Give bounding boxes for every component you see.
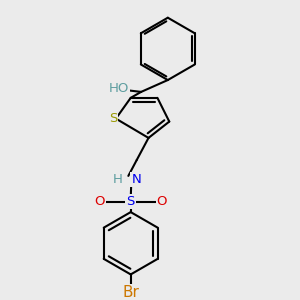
Text: O: O [94, 195, 105, 208]
Text: N: N [131, 173, 141, 186]
Text: O: O [157, 195, 167, 208]
Text: S: S [109, 112, 117, 125]
Text: Br: Br [122, 285, 139, 300]
Text: H: H [112, 173, 122, 186]
Text: HO: HO [109, 82, 129, 95]
Text: S: S [127, 195, 135, 208]
